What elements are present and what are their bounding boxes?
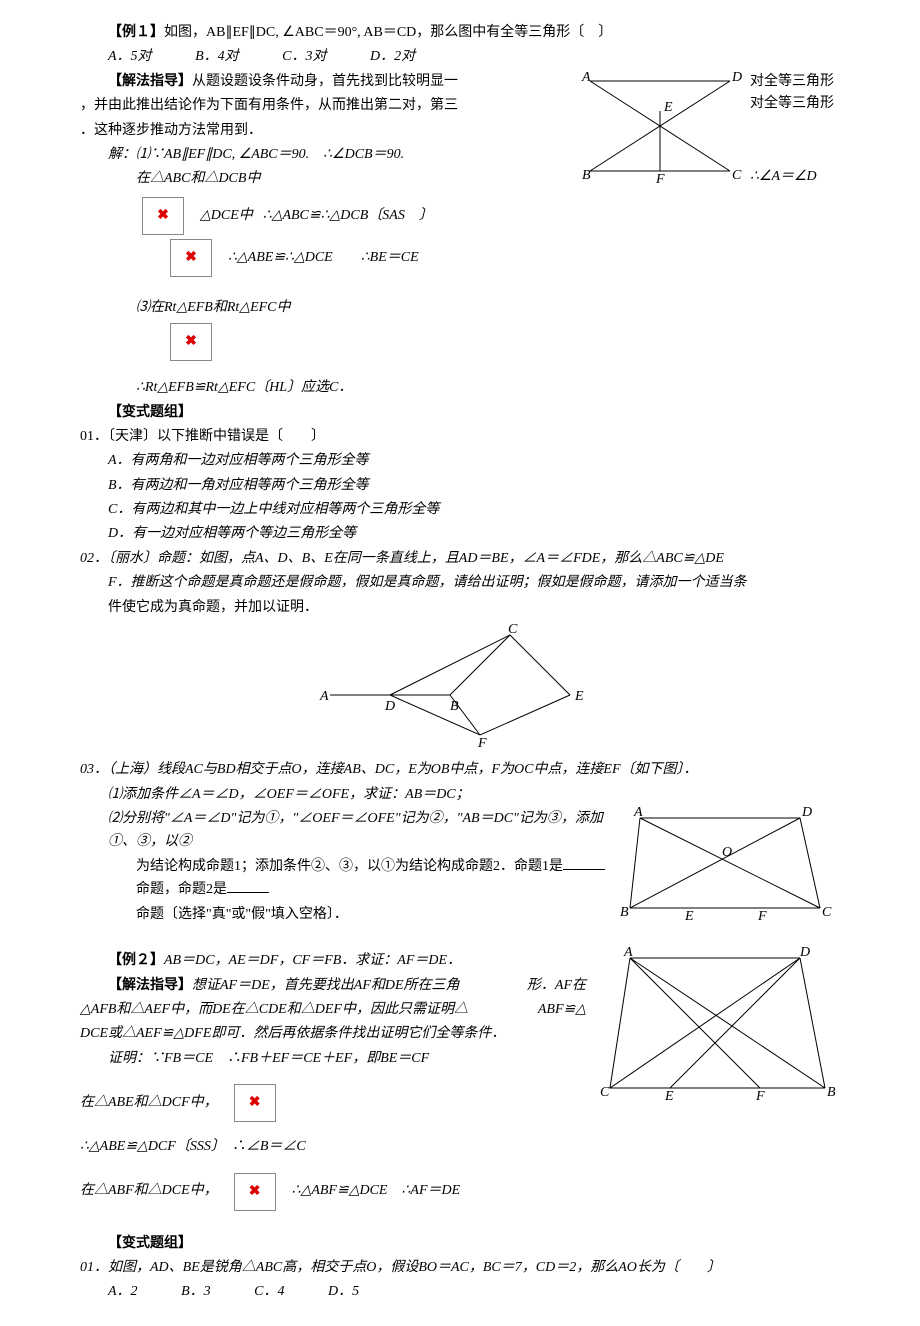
- ex2-p3: ∴△ABE≌△DCF〔SSS〕 ∴∠B＝∠C: [80, 1136, 840, 1158]
- ex2-p4-row: 在△ABF和△DCE中， ∴△ABF≌△DCE ∴AF＝DE: [80, 1173, 840, 1211]
- var1-q01d: D．有一边对应相等两个等边三角形全等: [80, 523, 840, 545]
- svg-text:E: E: [664, 1089, 674, 1104]
- choice-d: D．5: [328, 1281, 359, 1303]
- svg-text:B: B: [827, 1085, 836, 1100]
- var1-title: 【变式题组】: [80, 402, 840, 424]
- ex2-figure: A D C B E F: [600, 948, 840, 1098]
- ex1-title: 【例１】: [108, 25, 164, 40]
- blank-1[interactable]: [563, 855, 605, 870]
- choice-c: C．3对: [282, 46, 326, 68]
- var1-q03b: ⑴添加条件∠A＝∠D，∠OEF＝∠OFE，求证：AB＝DC；: [80, 784, 840, 806]
- broken-image-icon: [234, 1173, 276, 1211]
- broken-image-icon: [234, 1084, 276, 1122]
- svg-text:A: A: [319, 689, 329, 704]
- svg-text:D: D: [799, 945, 810, 960]
- ex1-figure-block: A D B C E F 对全等三角形 对全等三角形 ∴∠A＝∠D: [580, 71, 840, 188]
- broken-image-icon: [170, 239, 212, 277]
- svg-text:A: A: [633, 805, 643, 820]
- guide-r2: 对全等三角形: [750, 93, 840, 115]
- svg-text:C: C: [508, 622, 518, 637]
- ex1-sol6: ∴Rt△EFB≌Rt△EFC〔HL〕应选C．: [80, 377, 840, 399]
- svg-text:A: A: [623, 945, 633, 960]
- choice-b: B．4对: [195, 46, 239, 68]
- var1-q02a: 02．〔丽水〕命题：如图，点A、D、B、E在同一条直线上，且AD＝BE，∠A＝∠…: [80, 548, 840, 570]
- var2-choices: A．2 B．3 C．4 D．5: [80, 1281, 840, 1303]
- broken-image-icon: [142, 197, 184, 235]
- svg-text:B: B: [450, 699, 459, 714]
- ex2-p2: 在△ABE和△DCF中，: [80, 1092, 218, 1114]
- svg-text:F: F: [755, 1089, 765, 1104]
- var1-q03a: 03．（上海）线段AC与BD相交于点O，连接AB、DC，E为OB中点，F为OC中…: [80, 759, 840, 781]
- choice-a: A．2: [108, 1281, 138, 1303]
- var1-q02b: F．推断这个命题是真命题还是假命题，假如是真命题，请给出证明；假如是假命题，请添…: [80, 572, 840, 594]
- ex1-figure: A D B C E F: [580, 71, 750, 181]
- blank-2[interactable]: [227, 878, 269, 893]
- ex2-p4: 在△ABF和△DCE中，: [80, 1180, 218, 1202]
- var1-q02c: 件使它成为真命题，并加以证明．: [80, 597, 840, 619]
- var1-q01: 01．〔天津〕以下推断中错误是〔 〕: [80, 426, 840, 448]
- ex1-sol4: ∴△ABE≌∴△DCE ∴BE＝CE: [228, 247, 419, 269]
- ex1-sol3a: △DCE中: [200, 205, 253, 227]
- svg-text:D: D: [384, 699, 395, 714]
- choice-a: A．5对: [108, 46, 152, 68]
- var1-figure3: A D B C E F O: [620, 808, 840, 918]
- svg-text:C: C: [732, 168, 742, 183]
- svg-text:E: E: [684, 909, 694, 924]
- svg-text:O: O: [722, 845, 732, 860]
- svg-text:B: B: [582, 168, 591, 183]
- svg-text:F: F: [655, 172, 665, 187]
- broken-image-icon: [170, 323, 212, 361]
- sol-right: ∴∠A＝∠D: [750, 166, 840, 188]
- var1-q01c: C．有两边和其中一边上中线对应相等两个三角形全等: [80, 499, 840, 521]
- guide-r1: 对全等三角形: [750, 71, 840, 93]
- svg-text:F: F: [757, 909, 767, 924]
- var1-q01a: A．有两角和一边对应相等两个三角形全等: [80, 450, 840, 472]
- ex1-choices: A．5对 B．4对 C．3对 D．2对: [80, 46, 840, 68]
- ex1-sol3-row: △DCE中 ∴△ABC≌∴△DCB〔SAS 〕: [80, 197, 840, 235]
- ex1-stem: 【例１】如图，AB∥EF∥DC, ∠ABC＝90°, AB＝CD，那么图中有全等…: [80, 22, 840, 44]
- choice-b: B．3: [181, 1281, 211, 1303]
- ex2-p2-row: 在△ABE和△DCF中，: [80, 1084, 590, 1122]
- svg-text:A: A: [581, 70, 591, 85]
- svg-text:E: E: [574, 689, 584, 704]
- svg-text:F: F: [477, 736, 487, 751]
- ex1-sol3b: ∴△ABC≌∴△DCB〔SAS 〕: [263, 205, 433, 227]
- svg-text:C: C: [822, 905, 832, 920]
- ex1-sol5: ⑶在Rt△EFB和Rt△EFC中: [80, 297, 840, 319]
- ex1-sol5-img: [80, 323, 840, 361]
- svg-text:B: B: [620, 905, 629, 920]
- var1-q01b: B．有两边和一角对应相等两个三角形全等: [80, 475, 840, 497]
- ex2-p5: ∴△ABF≌△DCE ∴AF＝DE: [292, 1180, 461, 1202]
- svg-text:D: D: [801, 805, 812, 820]
- var1-fig2-wrap: A D B E C F: [80, 625, 840, 753]
- var2-title: 【变式题组】: [80, 1233, 840, 1255]
- svg-text:C: C: [600, 1085, 610, 1100]
- ex1-sol4-row: ∴△ABE≌∴△DCE ∴BE＝CE: [80, 239, 840, 277]
- svg-text:E: E: [663, 100, 673, 115]
- svg-text:D: D: [731, 70, 742, 85]
- choice-c: C．4: [254, 1281, 284, 1303]
- var1-figure2: A D B E C F: [320, 625, 600, 745]
- var2-q01: 01．如图，AD、BE是锐角△ABC高，相交于点O，假设BO＝AC，BC＝7，C…: [80, 1257, 840, 1279]
- choice-d: D．2对: [370, 46, 415, 68]
